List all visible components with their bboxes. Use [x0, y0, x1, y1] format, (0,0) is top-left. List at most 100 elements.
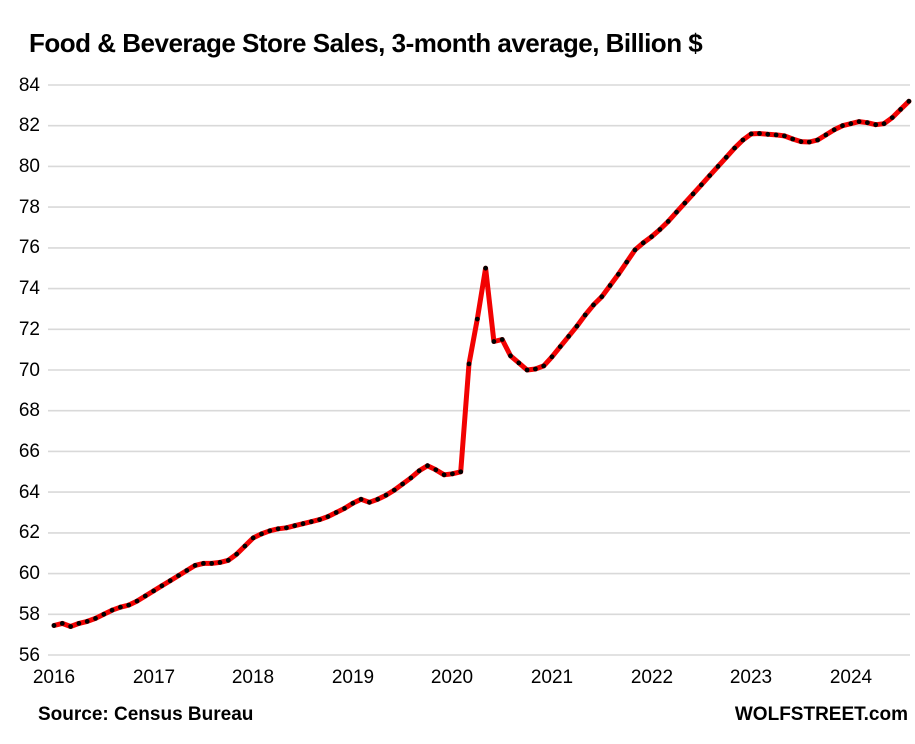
data-point-marker: [367, 499, 372, 505]
data-point-marker: [109, 607, 115, 613]
data-point-marker: [649, 234, 654, 240]
data-point-marker: [101, 611, 107, 617]
data-point-marker: [740, 137, 746, 143]
x-axis-label: 2019: [331, 667, 375, 688]
data-point-marker: [707, 173, 713, 179]
data-point-marker: [508, 353, 513, 359]
data-point-marker: [632, 247, 638, 253]
data-point-marker: [383, 492, 389, 498]
data-point-marker: [425, 463, 430, 469]
data-point-marker: [898, 107, 903, 112]
data-point-marker: [582, 312, 588, 318]
data-point-marker: [699, 182, 704, 188]
data-point-marker: [342, 506, 347, 511]
y-axis-label: 56: [18, 645, 40, 666]
y-axis-label: 70: [18, 360, 40, 381]
data-point-marker: [76, 621, 82, 626]
y-axis-label: 76: [18, 237, 40, 258]
y-axis-label: 74: [18, 278, 40, 299]
data-point-marker: [665, 219, 671, 224]
y-axis-label: 84: [18, 75, 40, 96]
data-point-marker: [167, 578, 173, 584]
y-axis-label: 60: [18, 563, 40, 584]
data-point-marker: [491, 339, 497, 344]
data-point-marker: [441, 472, 447, 478]
data-point-marker: [134, 598, 140, 604]
data-point-marker: [201, 561, 206, 566]
data-point-marker: [806, 139, 812, 145]
y-axis-label: 80: [18, 156, 40, 177]
data-point-marker: [848, 121, 854, 127]
y-axis-label: 62: [18, 522, 40, 543]
data-point-marker: [748, 131, 754, 137]
data-point-marker: [250, 535, 256, 541]
data-point-marker: [865, 120, 870, 126]
x-axis-label: 2022: [630, 667, 674, 688]
data-point-marker: [267, 528, 273, 534]
data-point-marker: [549, 354, 555, 360]
data-point-marker: [499, 337, 505, 342]
data-point-marker: [259, 531, 264, 537]
data-point-marker: [773, 132, 779, 138]
data-point-marker: [358, 496, 364, 502]
data-point-marker: [225, 557, 231, 563]
data-point-marker: [408, 475, 414, 481]
data-point-marker: [640, 240, 646, 246]
data-point-marker: [400, 481, 405, 487]
data-point-marker: [51, 623, 57, 628]
data-point-marker: [391, 487, 397, 493]
x-axis-label: 2024: [829, 667, 873, 688]
data-point-marker: [458, 469, 464, 475]
y-axis-label: 82: [18, 115, 40, 136]
data-point-marker: [142, 593, 148, 599]
data-point-marker: [657, 227, 663, 232]
series-line: [51, 98, 912, 629]
data-point-marker: [599, 294, 605, 300]
data-point-marker: [450, 471, 455, 477]
data-point-marker: [474, 316, 480, 322]
data-point-marker: [209, 561, 215, 566]
data-point-marker: [765, 131, 771, 137]
data-point-marker: [317, 517, 322, 522]
x-axis-label: 2016: [32, 667, 76, 688]
data-point-marker: [557, 344, 563, 349]
data-point-marker: [823, 132, 829, 138]
data-point-marker: [483, 265, 488, 271]
data-point-marker: [674, 209, 679, 215]
data-point-marker: [574, 323, 580, 329]
x-axis-label: 2023: [729, 667, 773, 688]
data-point-marker: [616, 271, 621, 277]
data-point-marker: [682, 200, 688, 206]
x-axis-label: 2018: [231, 667, 275, 688]
data-point-marker: [798, 139, 804, 145]
data-point-marker: [84, 619, 90, 624]
y-axis-label: 78: [18, 197, 40, 218]
data-point-marker: [889, 115, 895, 120]
data-point-marker: [466, 361, 472, 367]
data-point-marker: [284, 525, 289, 531]
x-axis-label: 2021: [530, 667, 574, 688]
data-point-marker: [533, 366, 538, 372]
data-point-marker: [782, 133, 787, 139]
data-point-marker: [242, 543, 248, 549]
data-point-marker: [723, 154, 729, 160]
data-point-marker: [275, 526, 281, 532]
data-point-marker: [68, 624, 73, 629]
data-point-marker: [624, 259, 630, 265]
data-point-marker: [433, 467, 439, 473]
data-point-marker: [217, 560, 223, 565]
data-point-marker: [757, 131, 762, 136]
data-point-marker: [732, 145, 737, 151]
x-axis-label: 2017: [132, 667, 176, 688]
data-point-marker: [840, 123, 845, 129]
data-point-marker: [566, 334, 571, 339]
data-point-marker: [93, 616, 98, 621]
data-point-marker: [856, 119, 862, 124]
chart-title: Food & Beverage Store Sales, 3-month ave…: [29, 28, 703, 58]
data-point-marker: [607, 283, 613, 288]
x-axis-label: 2020: [430, 667, 474, 688]
data-point-marker: [159, 583, 165, 589]
data-point-marker: [831, 127, 837, 133]
